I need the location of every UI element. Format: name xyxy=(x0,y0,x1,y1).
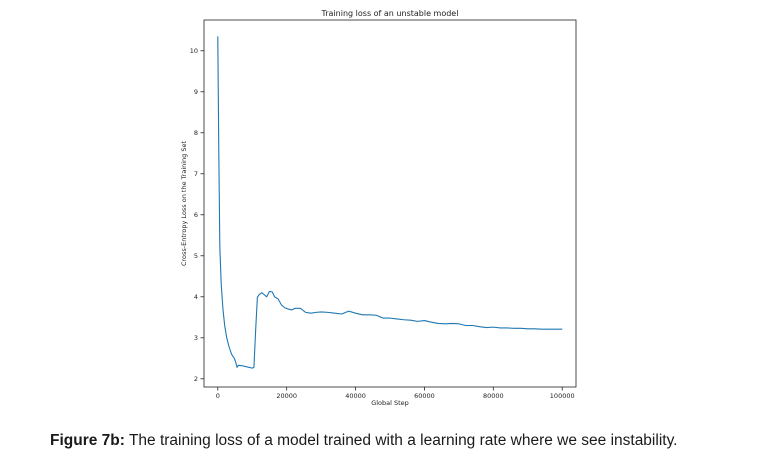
chart-title: Training loss of an unstable model xyxy=(321,9,459,18)
figure-caption: Figure 7b: The training loss of a model … xyxy=(50,432,677,450)
x-tick-label: 80000 xyxy=(483,392,504,400)
y-tick-label: 9 xyxy=(194,88,198,96)
x-tick-label: 40000 xyxy=(345,392,366,400)
figure-caption-text: The training loss of a model trained wit… xyxy=(124,432,678,449)
loss-chart: 0 20000 40000 60000 80000 100000 2 3 4 5 6 7 8 9 10 T… xyxy=(180,9,577,407)
x-axis-label: Global Step xyxy=(371,399,409,407)
y-axis-ticks: 2 3 4 5 6 7 8 9 10 xyxy=(190,47,204,383)
plot-area xyxy=(203,19,577,388)
x-axis-ticks: 0 20000 40000 60000 80000 100000 xyxy=(216,387,575,400)
figure-caption-label: Figure 7b: xyxy=(50,432,125,449)
y-tick-label: 4 xyxy=(194,293,198,301)
x-tick-label: 100000 xyxy=(550,392,575,400)
y-tick-label: 2 xyxy=(194,375,198,383)
x-tick-label: 60000 xyxy=(414,392,435,400)
y-tick-label: 7 xyxy=(194,170,198,178)
y-tick-label: 5 xyxy=(194,252,198,260)
y-tick-label: 8 xyxy=(194,129,198,137)
y-axis-label: Cross-Entropy Loss on the Training Set xyxy=(180,141,188,267)
loss-series-line xyxy=(217,36,563,369)
x-tick-label: 20000 xyxy=(276,392,297,400)
y-tick-label: 6 xyxy=(194,211,198,219)
x-tick-label: 0 xyxy=(216,392,220,400)
y-tick-label: 10 xyxy=(190,47,198,55)
y-tick-label: 3 xyxy=(194,334,198,342)
